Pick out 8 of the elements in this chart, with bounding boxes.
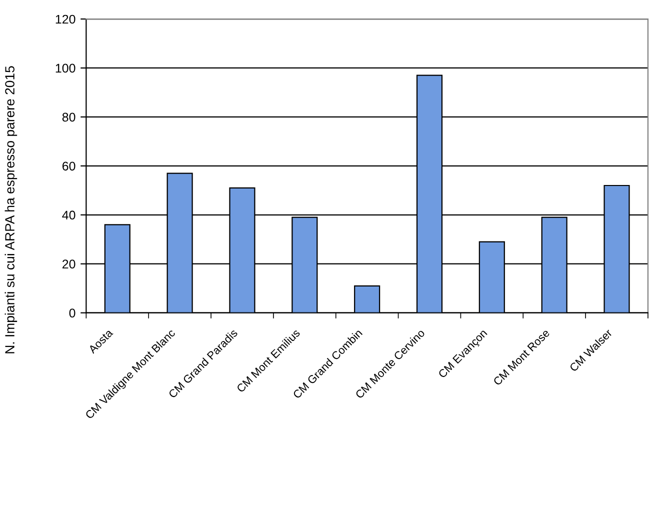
- y-tick-label: 100: [56, 64, 76, 73]
- y-tick-label: 20: [62, 260, 76, 269]
- y-tick-label: 0: [69, 308, 76, 318]
- y-tick-label: 40: [62, 210, 76, 220]
- y-tick-label: 120: [56, 14, 76, 24]
- y-axis-title: N. Impianti su cui ARPA ha espresso parere 2015: [4, 66, 18, 354]
- y-tick-label: 80: [62, 112, 76, 122]
- y-tick-label: 60: [62, 162, 76, 171]
